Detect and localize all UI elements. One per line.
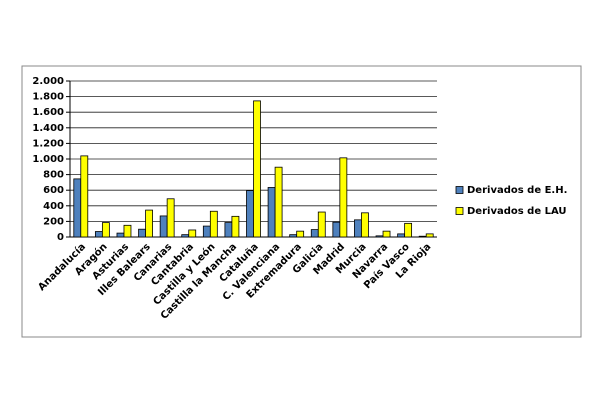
y-tick-label: 0 [57,232,64,243]
y-tick-label: 1.000 [32,154,64,165]
y-tick-label: 2.000 [32,76,64,87]
y-tick-label: 400 [43,201,64,212]
bar [181,234,190,238]
y-tick-label: 1.800 [32,92,64,103]
bar [361,212,369,238]
bar [145,209,153,238]
legend-swatch [455,186,464,194]
legend-swatch [455,207,464,215]
bar [80,155,89,238]
bar [209,210,218,238]
bar [138,228,146,238]
bar [224,222,233,238]
bar [159,215,168,238]
y-tick-label: 600 [43,185,64,196]
legend-label: Derivados de LAU [467,206,567,217]
bar [339,157,348,238]
bar [382,230,391,238]
bar [166,198,175,238]
bar [274,166,283,238]
legend-label: Derivados de E.H. [467,185,567,196]
bar [317,211,326,238]
bar [94,231,103,238]
bar [253,100,261,238]
y-tick-label: 1.200 [32,138,64,149]
bar [354,219,362,238]
bar [289,234,298,238]
bar [404,222,413,238]
bar [375,235,384,238]
bar [310,229,319,238]
y-tick-label: 1.400 [32,123,64,134]
bar [267,187,276,238]
bar [418,235,427,238]
bar [116,232,125,238]
chart-frame [21,65,582,338]
bar [73,178,82,238]
bar [296,230,305,238]
bar [332,221,341,238]
bar [202,225,211,238]
bar [188,229,197,238]
bar [246,190,254,238]
bar [397,233,406,238]
bar [123,224,132,238]
bar [231,215,240,238]
bar [101,222,110,238]
bar [425,233,434,238]
y-tick-label: 200 [43,216,64,227]
y-tick-label: 1.600 [32,107,64,118]
y-tick-label: 800 [43,170,64,181]
